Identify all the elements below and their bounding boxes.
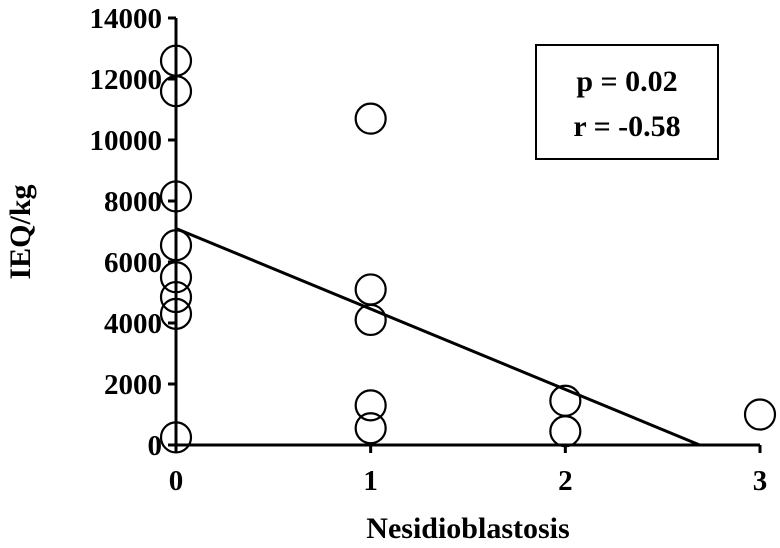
x-tick-label: 0 (169, 465, 184, 497)
data-point (159, 280, 193, 314)
data-point (354, 303, 387, 337)
y-tick-label: 0 (148, 430, 163, 462)
y-axis-ticks: 0 2000 4000 6000 8000 10000 12000 14000 (90, 3, 176, 462)
stats-p-value: p = 0.02 (576, 65, 677, 98)
data-point (159, 421, 193, 454)
regression-line-group (175, 227, 701, 447)
y-tick-label: 14000 (90, 3, 163, 35)
data-point (354, 389, 387, 422)
data-point (743, 398, 777, 431)
data-point (354, 273, 387, 306)
data-point (159, 261, 193, 294)
axes (174, 18, 760, 447)
regression-line (175, 227, 701, 447)
x-tick-label: 3 (753, 465, 768, 497)
x-axis-title: Nesidioblastosis (366, 512, 569, 545)
y-tick-label: 12000 (90, 64, 163, 96)
data-point (549, 415, 582, 448)
y-tick-label: 2000 (104, 369, 162, 401)
data-point (159, 229, 193, 262)
y-tick-label: 4000 (104, 308, 162, 340)
y-tick-label: 8000 (104, 186, 162, 218)
x-axis-ticks: 0 1 2 3 (169, 445, 768, 497)
y-tick-label: 10000 (90, 125, 163, 157)
data-point (354, 102, 387, 135)
data-point (159, 75, 193, 108)
data-point (159, 180, 193, 213)
y-tick-label: 6000 (104, 247, 162, 279)
x-tick-label: 2 (558, 465, 573, 497)
stats-box-border (535, 44, 719, 160)
stats-r-value: r = -0.58 (573, 110, 680, 143)
x-tick-label: 1 (363, 465, 378, 497)
data-points (159, 44, 777, 454)
y-axis-title: IEQ/kg (4, 184, 37, 279)
data-point (354, 412, 387, 445)
stats-box: p = 0.02 r = -0.58 (535, 44, 719, 160)
data-point (159, 297, 193, 330)
